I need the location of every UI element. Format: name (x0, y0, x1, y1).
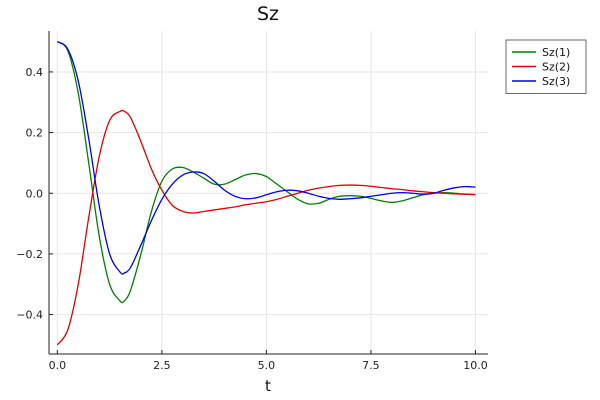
series-group (56, 41, 476, 346)
grid (49, 31, 488, 354)
legend-label-2: Sz(2) (542, 61, 570, 74)
x-tick-label: 5.0 (258, 359, 276, 372)
y-tick-label: −0.2 (16, 248, 43, 261)
x-tick-label: 10.0 (463, 359, 488, 372)
legend-label-3: Sz(3) (542, 75, 570, 88)
series-line-2 (56, 109, 476, 346)
x-tick-label: 0.0 (49, 359, 67, 372)
x-tick-label: 7.5 (362, 359, 380, 372)
y-tick-label: 0.2 (26, 127, 44, 140)
y-tick-label: −0.4 (16, 309, 43, 322)
series-line-3 (56, 41, 476, 275)
axes: 0.0 2.5 5.0 7.5 10.0 −0.4 −0.2 0.0 0.2 0.4 (16, 31, 488, 372)
chart-title: Sz (257, 3, 279, 25)
y-tick-label: 0.4 (26, 66, 44, 79)
y-tick-label: 0.0 (26, 187, 44, 200)
legend-label-1: Sz(1) (542, 46, 570, 59)
legend: Sz(1) Sz(2)Sz(3) (505, 39, 587, 94)
x-tick-label: 2.5 (153, 359, 171, 372)
x-axis-label: t (265, 377, 271, 395)
series-line-1 (56, 41, 476, 304)
